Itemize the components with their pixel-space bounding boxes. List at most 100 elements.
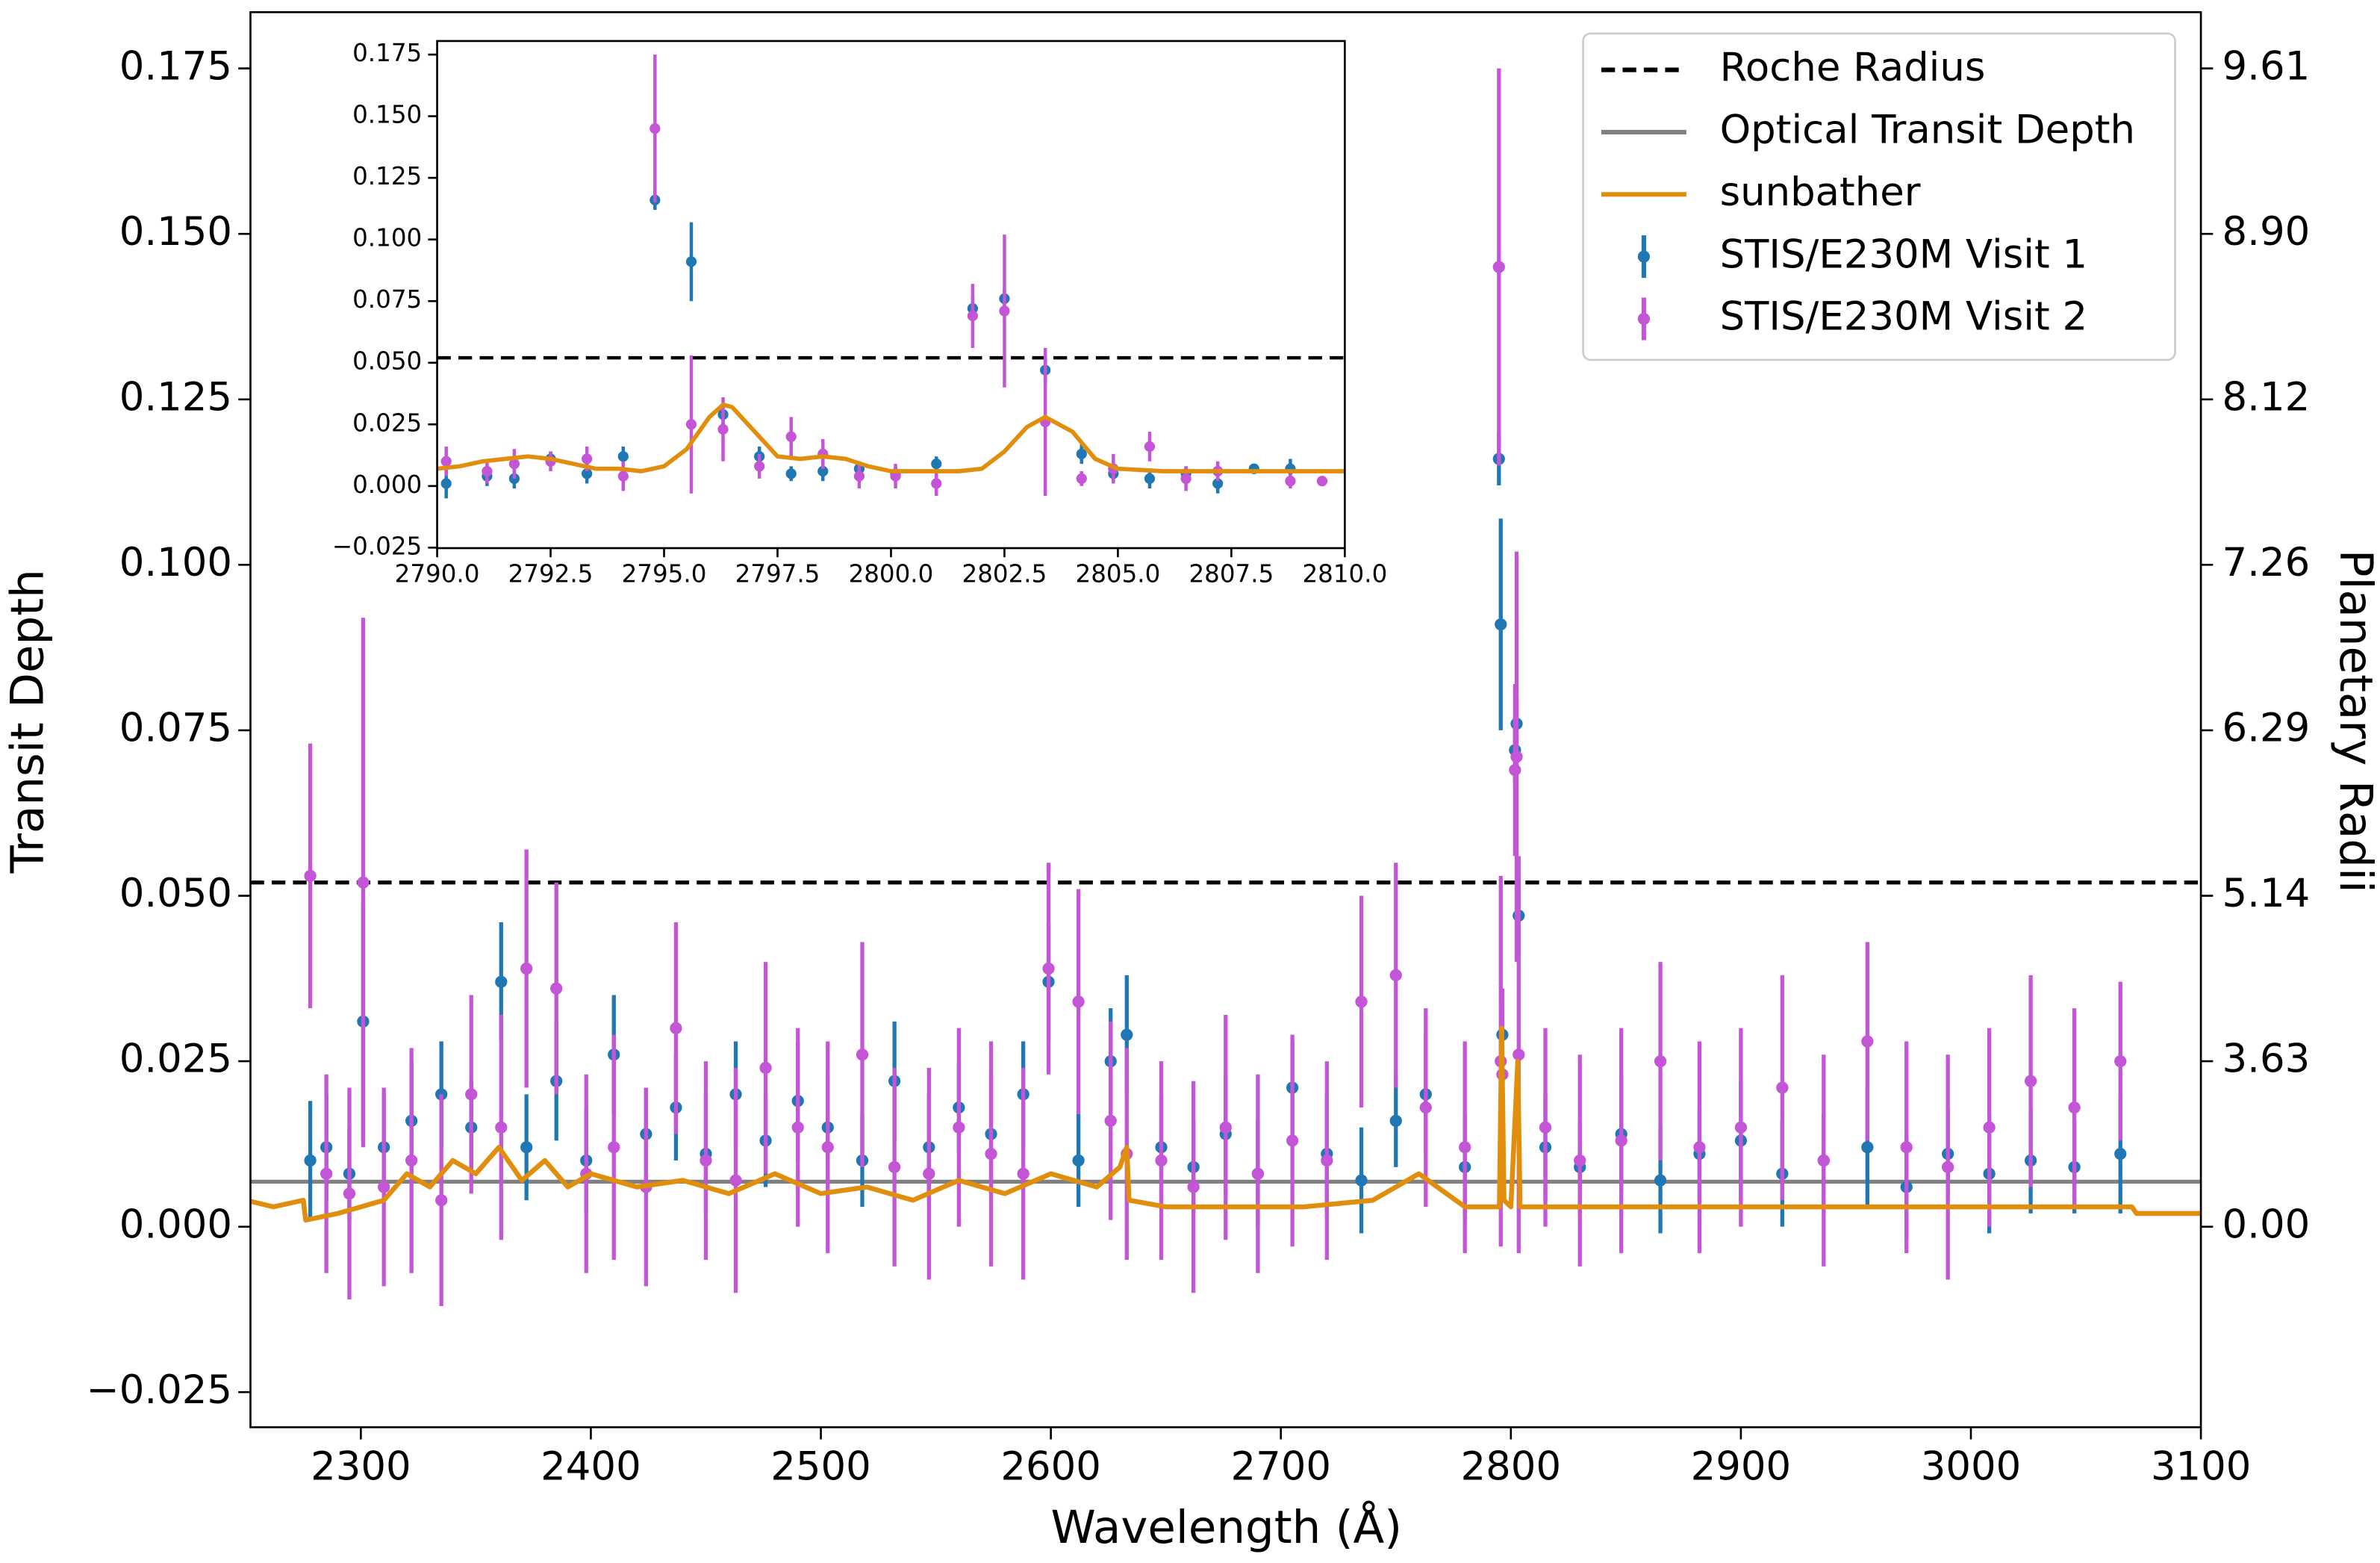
data-point xyxy=(670,1022,682,1034)
y-tick-label: 0.150 xyxy=(119,209,232,255)
data-point xyxy=(304,869,317,883)
x-axis-label: Wavelength (Å) xyxy=(1051,1501,1402,1554)
legend: Roche Radius Optical Transit Depth sunbath… xyxy=(1582,32,2176,361)
data-point xyxy=(1072,1154,1085,1167)
legend-label: Roche Radius xyxy=(1720,45,1986,90)
legend-label: Optical Transit Depth xyxy=(1720,108,2135,153)
data-point xyxy=(582,453,593,464)
data-point xyxy=(685,256,697,267)
data-point xyxy=(1144,441,1156,453)
data-point xyxy=(1285,476,1296,487)
data-point xyxy=(465,1088,478,1101)
x-tick-label: 2802.5 xyxy=(962,560,1047,588)
y-tick-label: 0.150 xyxy=(352,101,422,129)
model-line xyxy=(437,403,1345,473)
data-point xyxy=(700,1154,712,1167)
data-point xyxy=(923,1167,935,1180)
data-point xyxy=(785,431,797,442)
x-tick-label: 2800.0 xyxy=(849,560,934,588)
legend-label: STIS/E230M Visit 2 xyxy=(1720,294,2088,340)
data-point xyxy=(1776,1081,1789,1094)
y-tick-label: 0.175 xyxy=(119,43,232,89)
y-tick-label: 0.025 xyxy=(119,1037,232,1082)
y-tick-label: 0.100 xyxy=(352,224,422,252)
data-point xyxy=(357,876,370,889)
data-point xyxy=(582,468,593,479)
data-point xyxy=(1187,1181,1200,1193)
data-point xyxy=(520,1141,533,1154)
data-point xyxy=(1355,995,1368,1008)
y-tick-label: 0.175 xyxy=(352,39,422,67)
data-point xyxy=(2024,1075,2037,1087)
data-point xyxy=(617,451,629,462)
data-point xyxy=(1510,751,1523,763)
data-point xyxy=(1389,969,1402,981)
data-point xyxy=(1983,1121,1996,1134)
plot-content xyxy=(250,68,2202,1307)
data-point xyxy=(1654,1174,1667,1187)
y-tick-label: 0.075 xyxy=(119,706,232,751)
data-point xyxy=(440,478,452,489)
data-point xyxy=(482,465,493,477)
y-tick-label: −0.025 xyxy=(332,532,422,560)
data-point xyxy=(1076,448,1087,460)
data-point xyxy=(649,123,661,134)
data-point xyxy=(1286,1134,1299,1147)
data-point xyxy=(1492,261,1505,273)
data-point xyxy=(1155,1154,1168,1167)
y-axis-label: Transit Depth xyxy=(1,569,54,874)
y-tick-label: 0.125 xyxy=(352,162,422,190)
data-point xyxy=(1654,1054,1667,1068)
legend-swatch xyxy=(1637,250,1651,263)
data-point xyxy=(1104,1114,1117,1127)
data-point xyxy=(985,1148,997,1160)
data-point xyxy=(853,470,865,482)
data-point xyxy=(931,478,942,489)
legend-label: STIS/E230M Visit 1 xyxy=(1720,232,2088,277)
y2-tick-label: 5.14 xyxy=(2222,871,2311,916)
data-point xyxy=(685,419,697,430)
y-tick-label: 0.100 xyxy=(119,540,232,585)
y-tick-label: 0.000 xyxy=(119,1202,232,1247)
plot-content xyxy=(437,55,1345,499)
x-tick-label: 2790.0 xyxy=(395,560,480,588)
data-point xyxy=(1693,1141,1706,1154)
y2-axis-label: Planetary Radii xyxy=(2329,550,2380,893)
data-point xyxy=(817,465,829,477)
data-point xyxy=(1121,1028,1133,1041)
data-point xyxy=(320,1167,333,1180)
data-point xyxy=(405,1154,418,1167)
data-point xyxy=(791,1121,804,1134)
y-tick-label: 0.050 xyxy=(119,871,232,916)
x-tick-label: 2800 xyxy=(1461,1444,1562,1490)
y-tick-label: 0.125 xyxy=(119,374,232,420)
data-point xyxy=(785,468,797,479)
legend-frame xyxy=(1582,32,2176,361)
data-point xyxy=(608,1141,620,1154)
y-tick-label: 0.075 xyxy=(352,285,422,314)
data-point xyxy=(1251,1167,1265,1180)
data-point xyxy=(856,1048,869,1061)
data-point xyxy=(495,975,508,988)
data-point xyxy=(1734,1121,1748,1134)
data-point xyxy=(1144,473,1156,485)
data-point xyxy=(550,982,563,995)
data-point xyxy=(1017,1167,1029,1180)
data-point xyxy=(1900,1141,1913,1154)
data-point xyxy=(953,1121,965,1134)
data-point xyxy=(759,1061,772,1075)
data-point xyxy=(1495,618,1507,631)
data-point xyxy=(520,962,533,975)
data-point xyxy=(440,456,452,467)
inset-chart: 2790.0 2792.5 2795.0 2797.5 2800.0 2802.5 2805… xyxy=(332,39,1387,588)
data-point xyxy=(1316,476,1328,487)
data-point xyxy=(1861,1035,1874,1048)
data-point xyxy=(1212,478,1224,489)
x-tick-label: 2805.0 xyxy=(1076,560,1161,588)
x-tick-label: 2810.0 xyxy=(1302,560,1387,588)
y-tick-label: 0.050 xyxy=(352,347,422,376)
data-point xyxy=(1942,1160,1954,1174)
data-point xyxy=(1389,1114,1402,1127)
data-point xyxy=(304,1154,317,1167)
